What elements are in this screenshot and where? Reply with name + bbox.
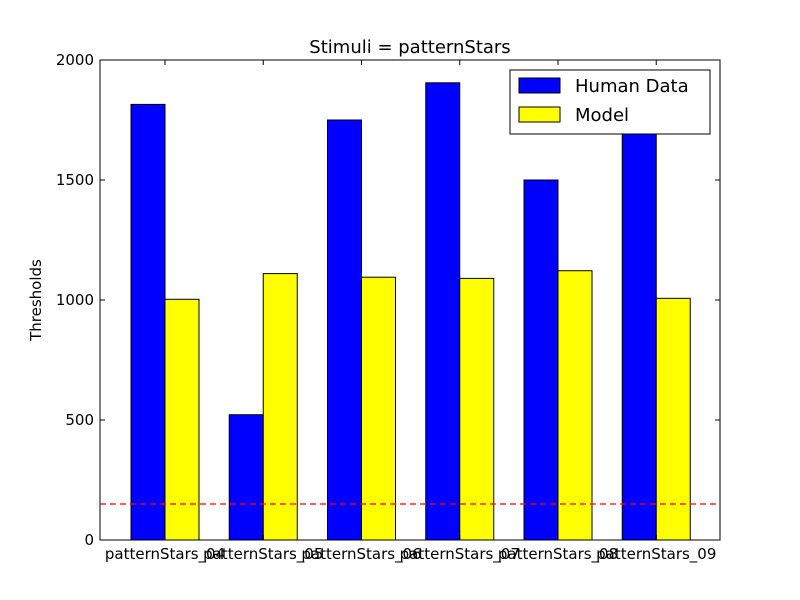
bar-human-patternStars_06 [327,119,362,541]
bar-human-patternStars_04 [130,103,166,541]
x-tick-label: patternStars_09 [596,545,716,564]
x-tick-label: patternStars_06 [301,545,421,564]
y-tick-label: 500 [65,411,94,429]
x-tick-label: patternStars_05 [203,545,323,564]
legend-swatch-model [518,106,561,123]
bar-human-patternStars_05 [228,414,264,541]
bar-model-patternStars_06 [361,276,396,541]
legend-label-model: Model [575,105,629,126]
y-tick-label: 2000 [56,51,94,69]
legend: Human Data Model [509,69,711,135]
bar-model-patternStars_04 [164,298,200,541]
y-axis-label: Thresholds [27,259,45,342]
x-axis-ticks: patternStars_04patternStars_05patternSta… [105,60,716,564]
y-axis-ticks: 0 500 1000 1500 2000 [56,51,720,549]
x-tick-label: patternStars_08 [498,545,618,564]
y-tick-label: 1500 [56,171,94,189]
y-tick-label: 1000 [56,291,94,309]
bar-model-patternStars_08 [557,270,593,541]
x-tick-label: patternStars_04 [105,545,225,564]
bar-model-patternStars_05 [262,273,298,541]
legend-label-human: Human Data [575,76,689,97]
bar-human-patternStars_08 [523,179,559,541]
bars-group [130,82,691,541]
legend-swatch-human [518,77,561,94]
x-tick-label: patternStars_07 [400,545,520,564]
bar-human-patternStars_07 [425,82,461,541]
bar-model-patternStars_09 [655,297,691,541]
bar-human-patternStars_09 [621,131,657,541]
chart-title: Stimuli = patternStars [309,37,510,58]
y-tick-label: 0 [84,531,94,549]
bar-model-patternStars_07 [459,277,495,541]
